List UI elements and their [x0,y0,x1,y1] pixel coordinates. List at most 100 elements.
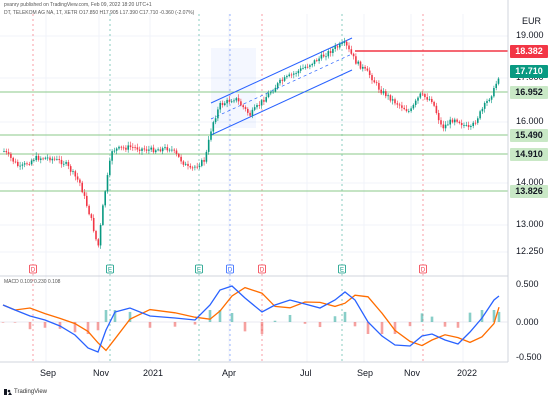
candle-body [288,74,290,77]
macd-histogram-bar [73,322,77,333]
channel-upper [210,37,353,104]
macd-histogram-bar [243,322,247,332]
candle-body [293,73,295,75]
macd-histogram-bar [113,310,117,322]
candle-body [143,148,146,150]
candle-body [17,161,19,166]
tradingview-icon [4,389,12,395]
candle-body [447,124,449,126]
candle-body [74,171,77,177]
candle-body [394,99,396,104]
candle-body [109,160,111,176]
candle-body [444,124,447,129]
macd-histogram-bar [333,316,337,322]
candle-body [449,119,451,125]
candle-body [490,96,493,100]
candle-body [477,118,479,123]
level-label-resistance: 18.382 [510,45,548,58]
candle-body [178,153,180,157]
currency-label: EUR [522,16,542,26]
candle-body [3,151,5,152]
candle-body [272,91,274,93]
candle-body [302,68,304,69]
candle-body [122,147,125,149]
candle-body [437,113,440,121]
time-label: Jul [300,368,312,378]
candle-body [401,105,403,108]
candle-body [120,146,123,148]
candle-body [88,205,90,215]
candle-body [263,100,265,102]
event-marker-letter: E [108,268,112,274]
macd-histogram-bar [28,322,32,330]
candle-body [56,158,58,160]
candle-body [233,100,235,102]
candle-body [481,108,484,112]
candle-body [316,60,318,62]
candle-body [341,43,343,45]
macd-histogram-bar [96,322,100,331]
macd-histogram-bar [408,322,412,327]
candle-body [428,98,431,100]
tradingview-logo[interactable]: TradingView [4,389,47,395]
candle-body [214,118,217,123]
candle-body [19,165,21,167]
time-label: Sep [40,368,57,378]
candle-body [270,92,272,94]
macd-histogram-bar [173,322,177,327]
candle-body [470,126,472,128]
candle-body [95,231,97,240]
candle-body [493,88,495,97]
candle-body [304,66,307,69]
candle-body [465,125,468,126]
candle-body [424,94,426,98]
candle-body [118,146,120,149]
candle-body [322,54,325,57]
candle-body [152,147,155,153]
candle-body [67,162,70,167]
channel-lower [210,69,353,136]
event-marker-letter: D [260,268,265,274]
candle-body [332,48,334,53]
candle-body [373,80,376,83]
candle-body [336,46,339,48]
candle-body [297,70,300,74]
event-marker-letter: D [421,268,426,274]
candle-body [49,157,51,161]
candle-body [23,163,26,165]
candle-body [212,122,215,132]
candle-body [63,163,65,165]
candle-body [106,175,109,192]
candle-body [283,77,286,81]
candle-body [42,158,44,160]
candle-body [203,160,205,162]
candle-body [72,171,74,173]
candle-body [125,147,127,150]
candle-body [474,122,477,124]
candle-body [10,153,12,158]
candle-body [371,75,373,81]
candle-body [171,149,173,151]
candle-body [81,182,83,193]
candle-body [12,157,14,162]
candle-body [385,91,387,97]
candle-body [359,61,362,69]
candle-body [276,83,279,88]
macd-histogram-bar [343,311,347,322]
candle-body [479,111,481,119]
candle-body [65,162,67,164]
macd-histogram-bar [393,322,397,334]
candle-body [290,74,293,76]
macd-histogram-bar [288,314,292,322]
candle-body [86,195,88,206]
candle-body [235,98,238,101]
candle-body [194,166,196,168]
event-marker-letter: D [228,268,233,274]
price-tick: 16.000 [516,116,544,126]
candlesticks [3,37,500,249]
candle-body [79,179,81,183]
time-label: Nov [93,368,110,378]
event-marker [106,264,114,274]
candle-body [355,56,357,64]
